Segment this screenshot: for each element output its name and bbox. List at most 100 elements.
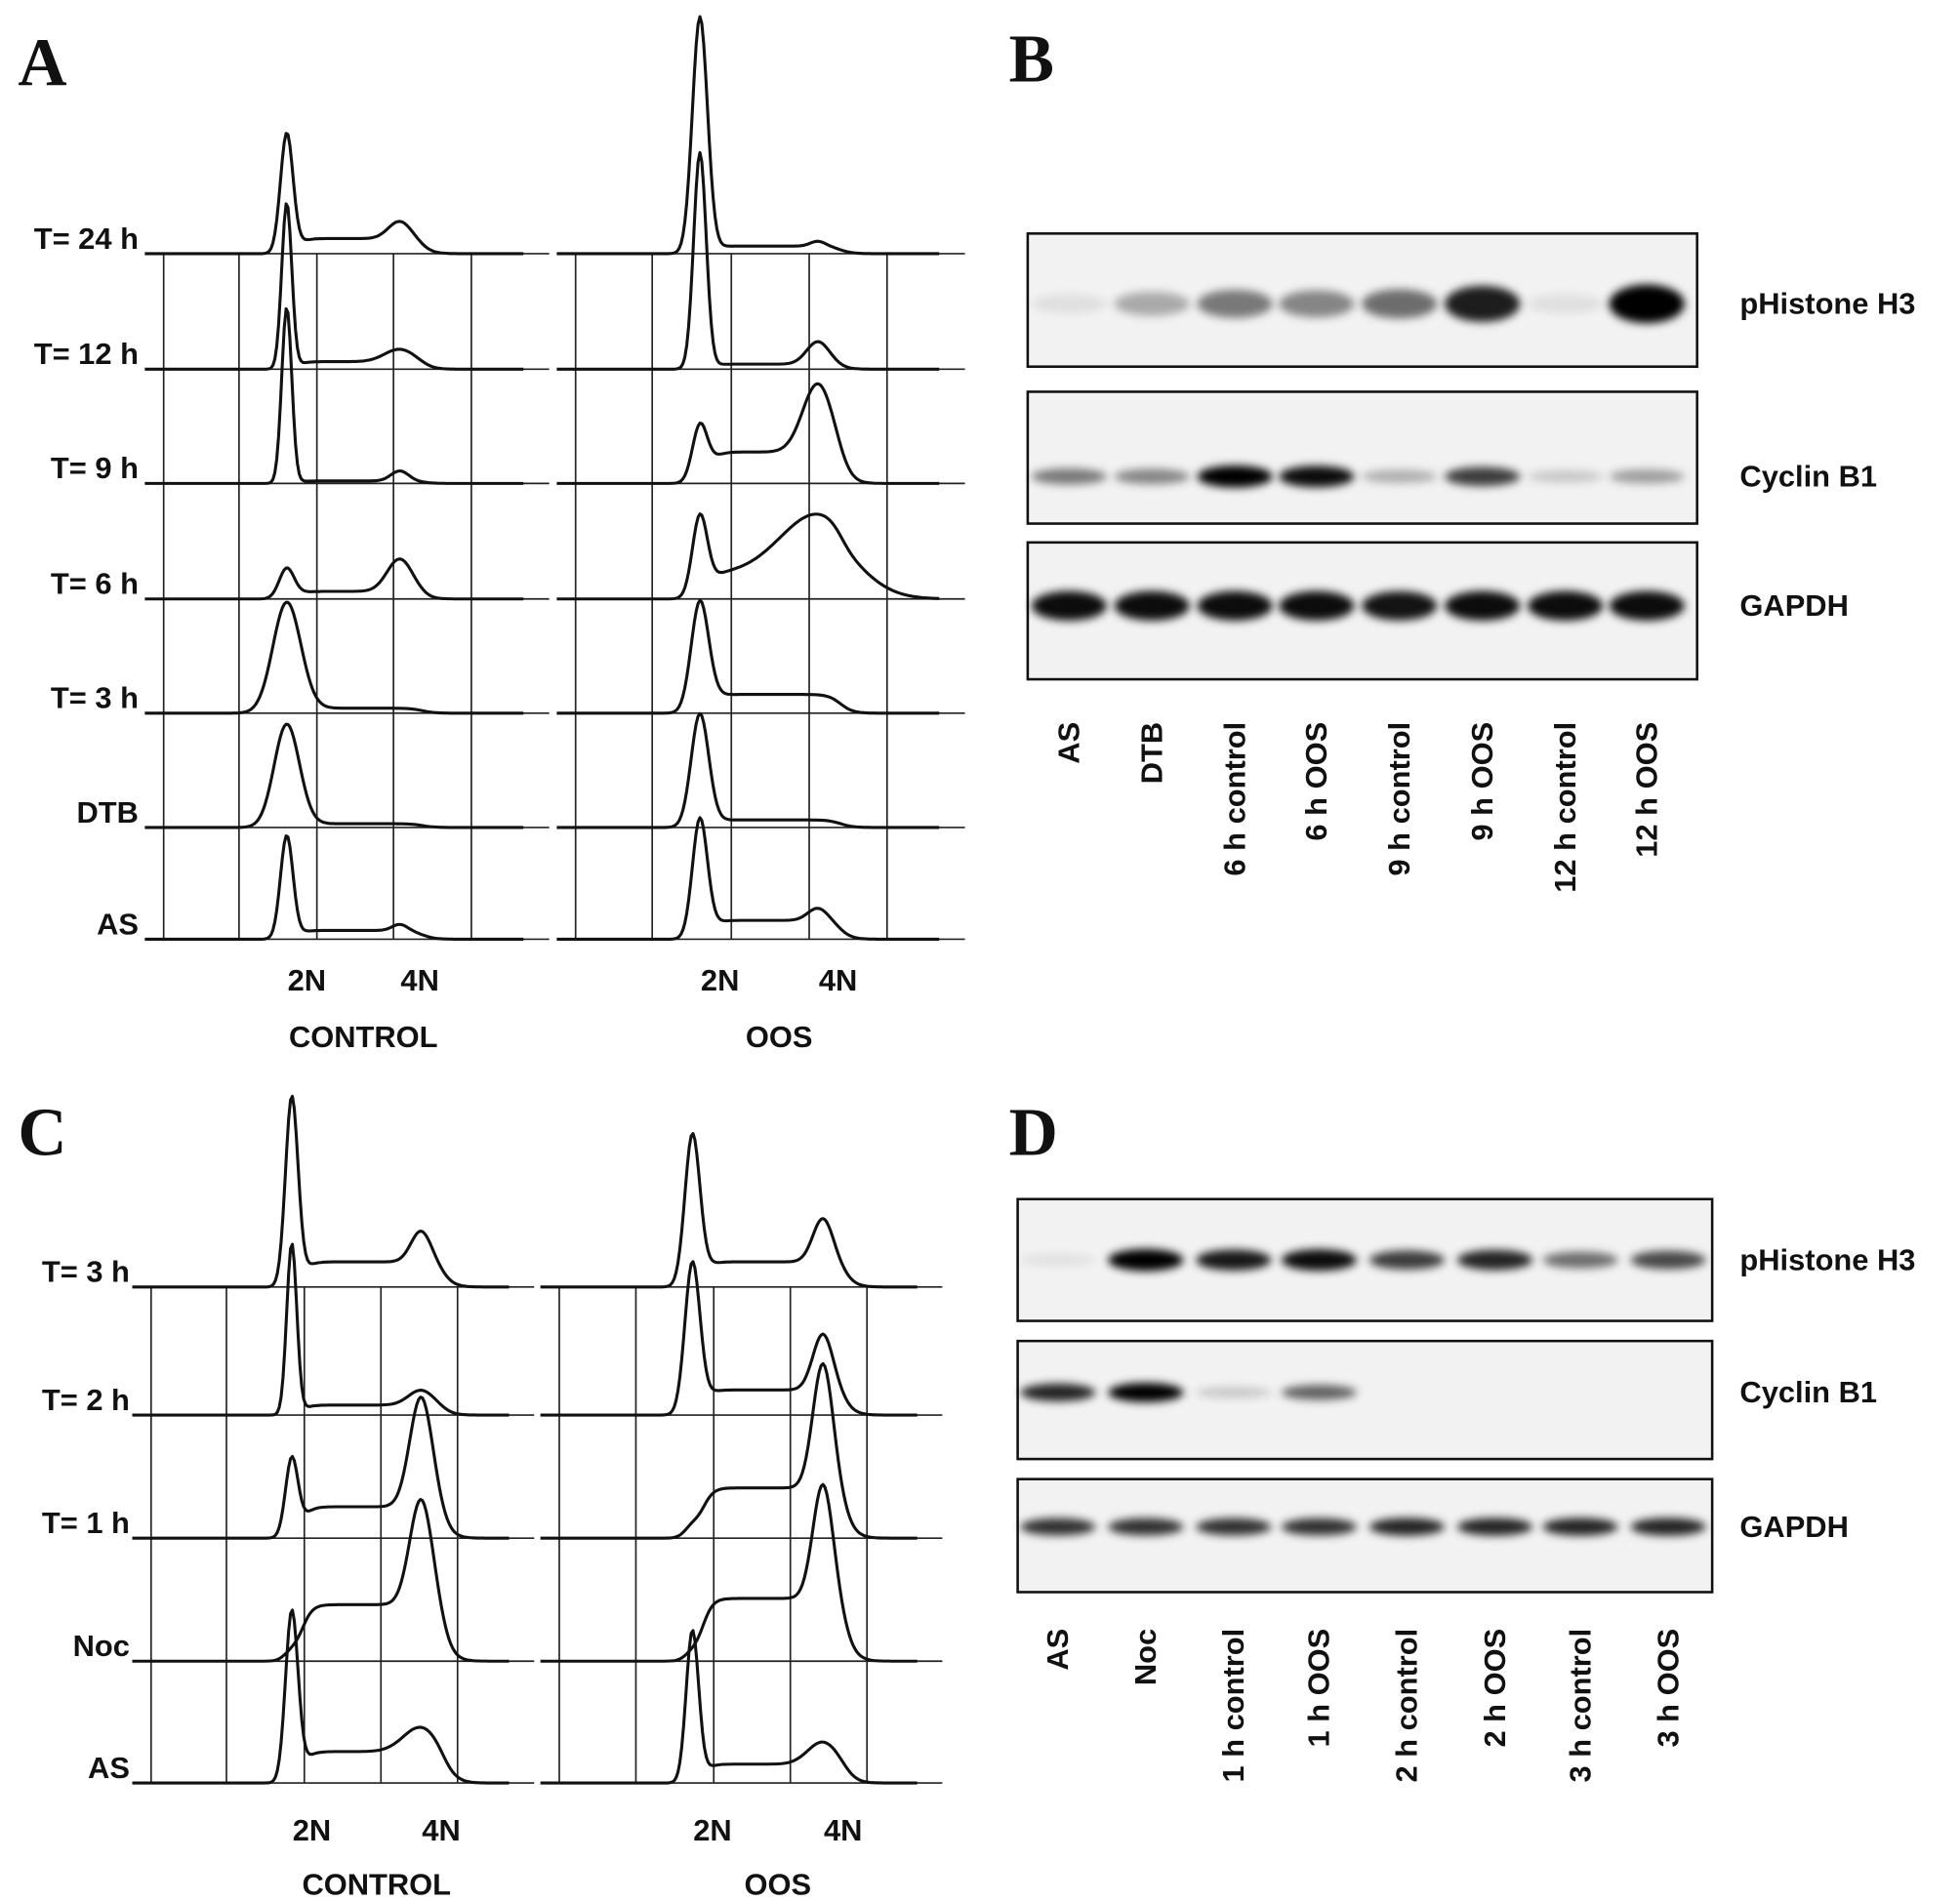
histogram-curve — [540, 1482, 918, 1663]
row-label: DTB — [77, 795, 139, 829]
lane-label: 2 h OOS — [1478, 1629, 1512, 1748]
band — [1279, 290, 1355, 318]
band — [1196, 1517, 1272, 1536]
band — [1031, 468, 1107, 485]
histogram-curve — [132, 1395, 510, 1540]
lane-label: 1 h OOS — [1302, 1629, 1336, 1748]
band — [1108, 1248, 1184, 1272]
histogram-curve — [144, 132, 524, 256]
histogram-curve — [556, 816, 940, 941]
band — [1020, 1517, 1096, 1536]
x-tick-label: 2N — [701, 963, 739, 997]
blot-label: Cyclin B1 — [1739, 460, 1877, 494]
band — [1197, 465, 1273, 488]
band — [1114, 468, 1190, 485]
band — [1020, 1254, 1096, 1266]
histogram-curve — [556, 15, 940, 256]
histogram-curve — [144, 600, 524, 715]
blot-frame — [1026, 390, 1698, 525]
histogram-curve — [132, 1497, 510, 1663]
band — [1031, 294, 1107, 314]
band — [1197, 289, 1273, 318]
histogram-curve — [144, 202, 524, 371]
row-label: T= 3 h — [42, 1255, 130, 1289]
histogram-curve — [144, 833, 524, 941]
band — [1108, 1517, 1184, 1536]
lane-label: 3 h control — [1563, 1629, 1597, 1783]
histogram-curve — [144, 722, 524, 829]
band — [1362, 289, 1438, 319]
band — [1196, 1387, 1272, 1398]
row-label: T= 24 h — [34, 222, 139, 256]
histogram-curve — [556, 598, 940, 715]
band — [1281, 1517, 1357, 1536]
panel-label: C — [18, 1096, 66, 1171]
band — [1362, 469, 1438, 484]
row-label: T= 3 h — [51, 681, 139, 715]
lane-label: 1 h control — [1216, 1629, 1250, 1783]
blot-label: pHistone H3 — [1739, 287, 1915, 321]
histogram-curve — [144, 306, 524, 485]
band — [1279, 590, 1355, 621]
blot-frame — [1016, 1339, 1714, 1461]
lane-label: AS — [1041, 1629, 1075, 1671]
histogram-curve — [556, 711, 940, 829]
band — [1527, 294, 1604, 314]
histogram-curve — [556, 382, 940, 485]
histogram-curve — [144, 557, 524, 601]
row-label: T= 1 h — [42, 1506, 130, 1540]
group-label: OOS — [745, 1868, 812, 1901]
band — [1368, 1517, 1446, 1536]
x-tick-label: 2N — [693, 1813, 731, 1847]
band — [1542, 1517, 1618, 1536]
row-label: AS — [88, 1751, 130, 1785]
lane-label: 12 h OOS — [1630, 722, 1664, 858]
blot-label: GAPDH — [1739, 1510, 1848, 1544]
band — [1279, 465, 1355, 488]
histogram-curve — [540, 1132, 918, 1289]
group-label: CONTROL — [302, 1868, 451, 1901]
x-tick-label: 4N — [400, 963, 438, 997]
group-label: OOS — [746, 1020, 813, 1054]
band — [1362, 590, 1438, 621]
band — [1456, 1517, 1533, 1536]
lane-label: 9 h control — [1382, 722, 1416, 876]
blot-frame — [1016, 1477, 1714, 1594]
histogram-curve — [540, 1629, 918, 1785]
x-tick-label: 2N — [288, 963, 326, 997]
band — [1445, 590, 1521, 621]
lane-label: 6 h OOS — [1299, 722, 1333, 841]
band — [1020, 1383, 1096, 1402]
band — [1527, 590, 1604, 621]
band — [1445, 285, 1521, 322]
group-label: CONTROL — [289, 1020, 438, 1054]
band — [1609, 590, 1685, 621]
histogram-curve — [556, 512, 940, 601]
lane-label: 9 h OOS — [1465, 722, 1499, 841]
band — [1108, 1382, 1184, 1402]
histogram-curve — [540, 1361, 918, 1540]
band — [1281, 1249, 1357, 1272]
band — [1368, 1250, 1446, 1270]
band — [1031, 590, 1107, 621]
x-tick-label: 2N — [293, 1813, 331, 1847]
x-tick-label: 4N — [422, 1813, 460, 1847]
band — [1197, 590, 1273, 621]
row-label: T= 2 h — [42, 1383, 130, 1417]
x-tick-label: 4N — [819, 963, 857, 997]
histogram-curve — [540, 1260, 918, 1417]
lane-label: DTB — [1135, 722, 1169, 784]
band — [1281, 1385, 1357, 1400]
x-tick-label: 4N — [824, 1813, 862, 1847]
row-label: T= 12 h — [34, 337, 139, 371]
histogram-curve — [132, 1242, 510, 1417]
histogram-curve — [132, 1094, 510, 1289]
band — [1609, 468, 1685, 484]
panel-label: D — [1009, 1096, 1058, 1171]
band — [1527, 470, 1604, 483]
lane-label: 3 h OOS — [1651, 1629, 1685, 1748]
panel-label: B — [1009, 22, 1054, 98]
histogram-curve — [132, 1608, 510, 1785]
